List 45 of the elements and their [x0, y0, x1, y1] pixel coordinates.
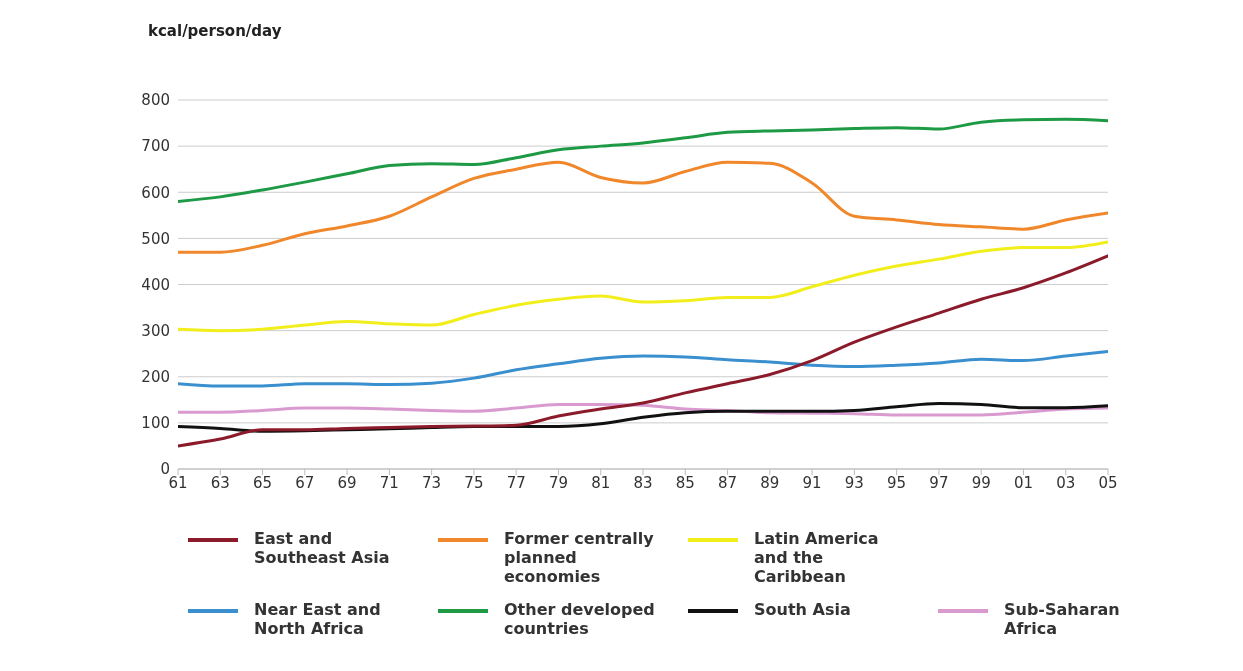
y-tick-label: 800	[141, 91, 170, 110]
x-tick-label: 83	[633, 473, 653, 492]
x-tick-label: 75	[464, 473, 484, 492]
legend-label: South Asia	[754, 600, 852, 619]
x-tick-label: 93	[844, 473, 864, 492]
y-tick-label: 300	[141, 321, 170, 340]
legend-label: Sub-Saharan Africa	[1004, 600, 1121, 638]
line-series	[178, 240, 1108, 333]
line-series	[178, 160, 1108, 254]
y-tick-label: 700	[141, 137, 170, 156]
x-tick-label: 85	[675, 473, 695, 492]
x-tick-label: 63	[210, 473, 230, 492]
x-tick-label: 61	[168, 473, 188, 492]
x-tick-label: 99	[971, 473, 991, 492]
x-tick-label: 05	[1098, 473, 1118, 492]
legend-label: Near East and North Africa	[254, 600, 382, 638]
y-axis-title: kcal/person/day	[148, 22, 282, 40]
x-tick-label: 69	[337, 473, 357, 492]
x-tick-label: 81	[591, 473, 611, 492]
y-tick-label: 100	[141, 414, 170, 433]
y-tick-label: 400	[141, 275, 170, 294]
x-tick-label: 79	[548, 473, 568, 492]
x-tick-label: 87	[718, 473, 738, 492]
legend-label: Latin America and the Caribbean	[754, 529, 880, 586]
x-tick-label: 03	[1056, 473, 1076, 492]
x-tick-label: 91	[802, 473, 822, 492]
y-tick-label: 200	[141, 368, 170, 387]
y-tick-label: 0	[160, 460, 170, 479]
x-tick-label: 71	[379, 473, 399, 492]
legend-label: Other developed countries	[504, 600, 656, 638]
x-tick-label: 65	[253, 473, 273, 492]
line-series	[178, 254, 1108, 448]
legend-label: Former centrally planned economies	[504, 529, 655, 586]
line-series	[178, 117, 1108, 203]
x-tick-label: 89	[760, 473, 780, 492]
x-tick-label: 77	[506, 473, 526, 492]
line-series	[178, 349, 1108, 388]
x-tick-label: 97	[929, 473, 949, 492]
x-tick-label: 01	[1013, 473, 1033, 492]
y-tick-label: 500	[141, 229, 170, 248]
x-tick-label: 67	[295, 473, 315, 492]
y-tick-label: 600	[141, 183, 170, 202]
x-tick-label: 73	[422, 473, 442, 492]
legend-label: East and Southeast Asia	[254, 529, 391, 567]
x-tick-label: 95	[887, 473, 907, 492]
